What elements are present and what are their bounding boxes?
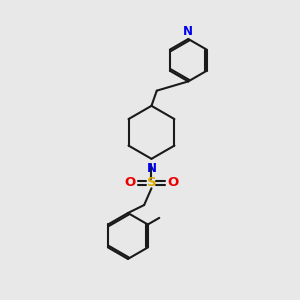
Text: N: N [183,25,193,38]
Text: O: O [124,176,135,190]
Text: N: N [146,162,157,175]
Text: O: O [168,176,179,190]
Text: S: S [147,176,156,190]
